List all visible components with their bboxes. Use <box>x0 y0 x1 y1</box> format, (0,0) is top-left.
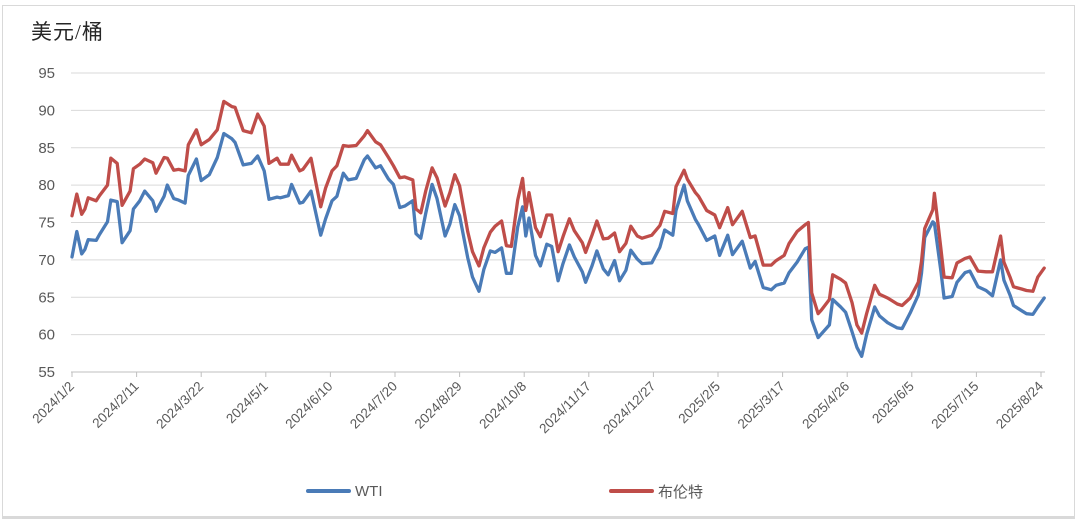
y-axis-labels: 55 60 65 70 75 80 85 90 95 <box>38 65 55 381</box>
x-tick-label: 2025/4/26 <box>799 379 852 432</box>
x-tick-label: 2024/2/11 <box>89 379 141 431</box>
brent-line-swatch <box>609 488 654 494</box>
x-tick-label: 2024/10/8 <box>476 379 529 432</box>
y-tick-label: 80 <box>38 177 55 194</box>
x-tick-label: 2025/6/5 <box>869 379 917 427</box>
y-tick-label: 95 <box>38 65 55 82</box>
legend-label-wti: WTI <box>355 482 383 500</box>
x-tick-label: 2024/8/29 <box>412 379 465 432</box>
y-gridlines <box>71 72 1045 336</box>
x-tick-label: 2025/7/15 <box>928 379 981 432</box>
x-axis-labels: 2024/1/2 2024/2/11 2024/3/22 2024/5/1 2024/6… <box>29 378 1046 437</box>
x-tick-label: 2024/7/20 <box>347 379 400 432</box>
legend-item-wti[interactable]: WTI <box>306 482 383 500</box>
y-tick-label: 55 <box>38 364 55 381</box>
y-tick-label: 75 <box>38 215 55 232</box>
legend-item-brent[interactable]: 布伦特 <box>609 483 704 501</box>
x-tick-label: 2025/3/17 <box>735 379 788 432</box>
y-tick-label: 90 <box>38 102 55 119</box>
x-tick-label: 2024/12/27 <box>600 379 658 437</box>
chart-title: 美元/桶 <box>31 20 104 44</box>
y-tick-label: 65 <box>38 289 55 306</box>
wti-line-swatch <box>306 488 351 494</box>
x-tick-label: 2024/1/2 <box>29 379 77 427</box>
x-tick-label: 2024/5/1 <box>223 379 271 427</box>
y-tick-label: 60 <box>38 327 55 344</box>
x-tick-label: 2024/11/17 <box>536 379 594 437</box>
y-tick-label: 70 <box>38 252 55 269</box>
legend-label-brent: 布伦特 <box>658 483 704 501</box>
y-tick-label: 85 <box>38 140 55 157</box>
wti-series-line <box>70 131 1046 358</box>
brent-series-line <box>70 99 1046 335</box>
x-axis <box>71 371 1045 377</box>
x-tick-label: 2025/8/24 <box>993 378 1046 431</box>
x-tick-label: 2025/2/5 <box>675 379 723 427</box>
x-tick-label: 2024/6/10 <box>282 379 335 432</box>
x-tick-label: 2024/3/22 <box>153 379 206 432</box>
